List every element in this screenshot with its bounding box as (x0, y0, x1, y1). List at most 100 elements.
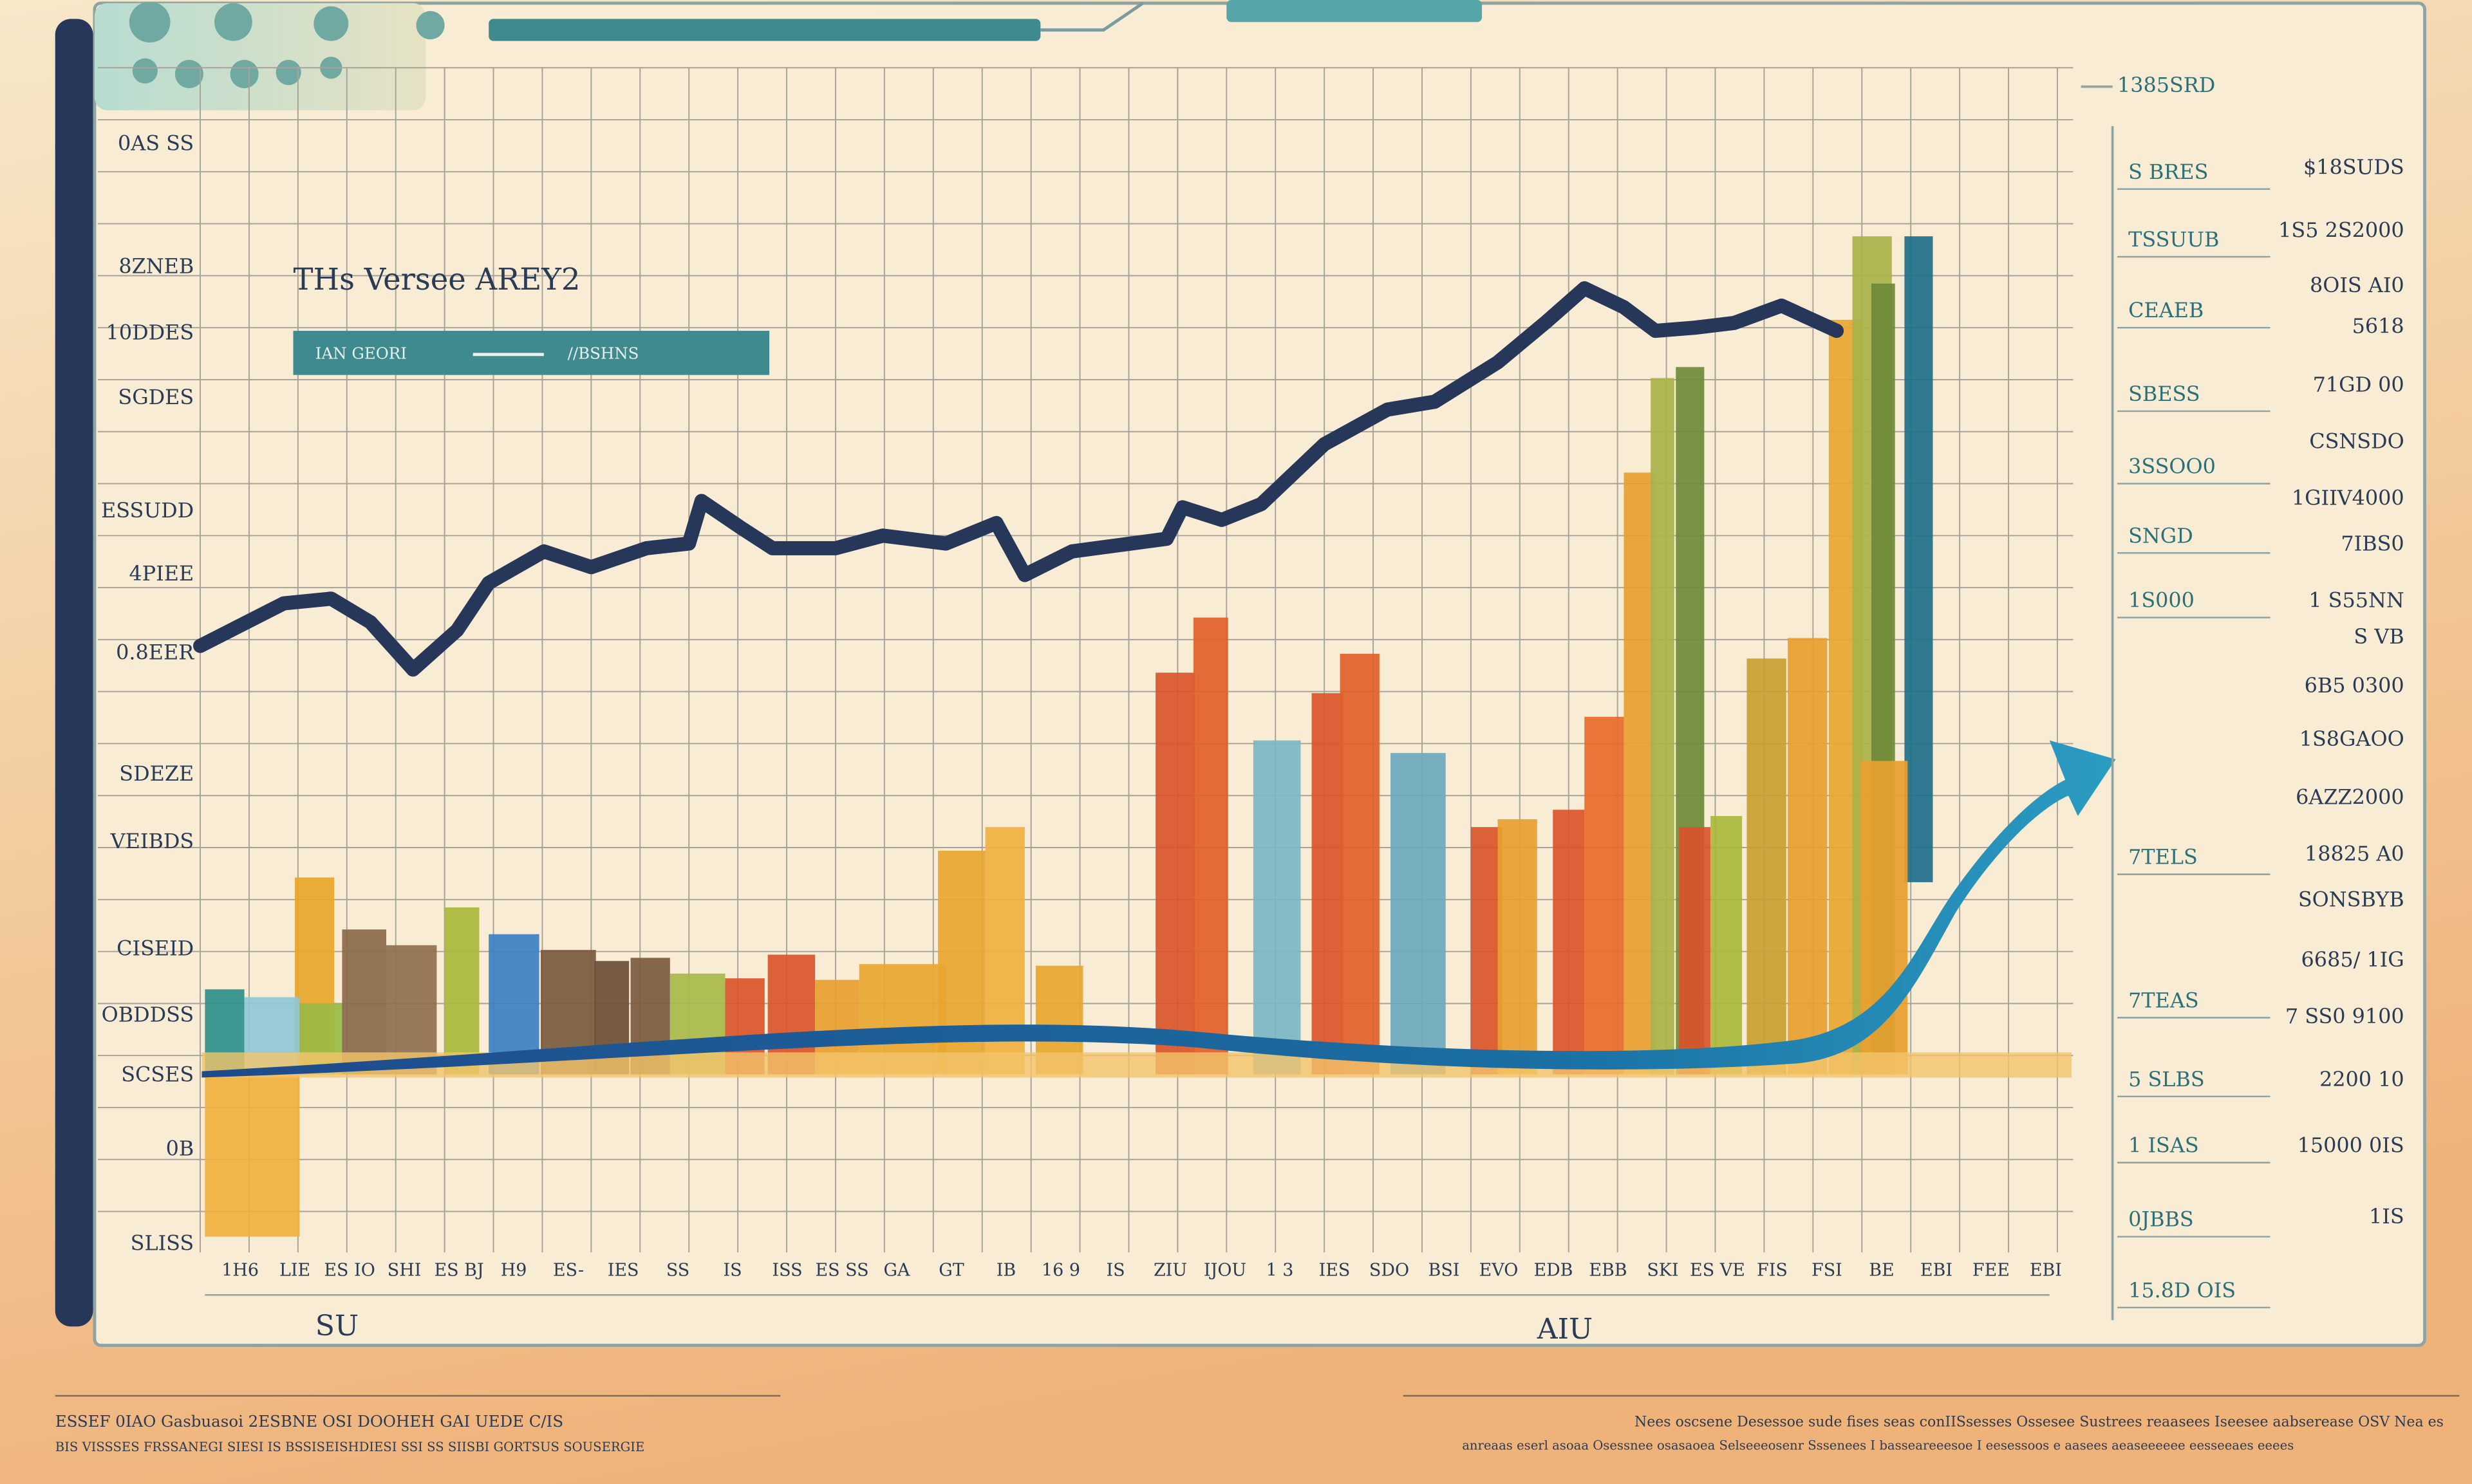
x-label: FEE (1972, 1261, 2010, 1281)
bar (1311, 693, 1344, 1075)
chart-title: THs Versee AREY2 (294, 262, 581, 297)
x-note: AIU (1537, 1313, 1593, 1346)
x-label: EBB (1589, 1261, 1627, 1281)
bar (1193, 617, 1228, 1075)
x-label: SHI (388, 1261, 422, 1281)
bar (1497, 819, 1537, 1075)
bar (1156, 672, 1195, 1075)
x-label: H9 (501, 1261, 527, 1281)
trend-line (193, 281, 1844, 677)
bar (1904, 236, 1933, 882)
bar (444, 907, 480, 1075)
panel-amount: 1S8GAOO (2299, 727, 2404, 751)
panel-code: 1S000 (2128, 588, 2195, 613)
x-label: EVO (1479, 1261, 1519, 1281)
x-label: ISS (772, 1261, 803, 1281)
panel-amount: 7IBS0 (2341, 532, 2404, 556)
footer-text: ESSEF 0IAO Gasbuasoi 2ESBNE OSI DOOHEH G… (55, 1412, 563, 1431)
x-label: EDB (1533, 1261, 1573, 1281)
x-label: FIS (1757, 1261, 1788, 1281)
panel-amount: 6685/ 1IG (2301, 947, 2404, 972)
x-label: SKI (1647, 1261, 1678, 1281)
panel-code: TSSUUB (2128, 227, 2219, 252)
grid (97, 67, 2074, 1253)
legend-label: //BSHNS (568, 344, 639, 362)
y-label: ESSUDD (101, 498, 194, 523)
x-label: ES IO (324, 1261, 375, 1281)
bar (1651, 378, 1674, 1075)
bar (1584, 716, 1624, 1075)
legend-label: IAN GEORI (315, 344, 407, 362)
y-label: 4PIEE (129, 561, 194, 586)
bar (1253, 740, 1301, 1075)
y-label: 10DDES (106, 320, 194, 344)
x-label: IJOU (1204, 1261, 1246, 1281)
top-tab (1226, 0, 1483, 23)
panel-amount: 15000 0IS (2298, 1133, 2404, 1158)
footer-text: BIS VISSSES FRSSANEGI SIESI IS BSSISEISH… (55, 1440, 645, 1454)
panel-amount: SONSBYB (2298, 887, 2404, 912)
panel-amount: 1GIIV4000 (2292, 486, 2404, 510)
x-label: 1 3 (1266, 1261, 1294, 1281)
y-label: CISEID (117, 936, 194, 961)
panel-top: 1385SRD (2117, 73, 2215, 97)
top-line (1040, 1, 1144, 32)
y-label: SGDES (118, 385, 194, 409)
bars (205, 236, 1933, 1237)
panel-amount: 6AZZ2000 (2296, 785, 2404, 810)
panel-amount: 6B5 0300 (2305, 673, 2404, 698)
top-bar (489, 19, 1041, 41)
x-label: FSI (1812, 1261, 1842, 1281)
x-label: ES BJ (434, 1261, 483, 1281)
y-label: 0.8EER (116, 640, 194, 664)
bar (1788, 638, 1828, 1075)
y-label: 0B (166, 1136, 194, 1161)
x-label: ES SS (815, 1261, 868, 1281)
panel-amount: 18825 A0 (2305, 842, 2404, 866)
y-label: SCSES (121, 1062, 194, 1086)
footer-text: anreaas eserl asoaa Osessnee osasaoea Se… (1462, 1438, 2294, 1453)
side-bar (55, 19, 93, 1327)
panel-code: 3SSOO0 (2128, 454, 2216, 479)
x-label: IB (997, 1261, 1016, 1281)
x-label: EBI (2030, 1261, 2062, 1281)
x-note: SU (315, 1310, 359, 1342)
panel-amount: S VB (2354, 624, 2404, 649)
panel-amount: 1 S55NN (2308, 588, 2404, 613)
bar (1679, 827, 1711, 1075)
bar (1710, 816, 1743, 1075)
x-label: LIE (279, 1261, 310, 1281)
y-label: OBDDSS (102, 1002, 194, 1026)
top-dots (129, 1, 445, 89)
panel-amount: CSNSDO (2309, 429, 2404, 453)
panel-code: CEAEB (2128, 298, 2204, 322)
bar (205, 1074, 300, 1237)
panel-code: 15.8D OIS (2128, 1278, 2236, 1303)
bar (1624, 472, 1656, 1075)
panel-code: S BRES (2128, 160, 2208, 184)
x-label: ZIU (1154, 1261, 1187, 1281)
x-label: 1H6 (221, 1261, 259, 1281)
legend-box (293, 331, 770, 375)
x-label: EBI (1920, 1261, 1952, 1281)
y-label: 0AS SS (118, 131, 194, 156)
panel-amount: $18SUDS (2303, 154, 2404, 179)
panel-code: 7TEAS (2128, 988, 2199, 1012)
bar (1390, 753, 1446, 1075)
footer-text: Nees oscsene Desessoe sude fises seas co… (1634, 1414, 2444, 1431)
x-label: SDO (1369, 1261, 1409, 1281)
y-label: VEIBDS (110, 829, 194, 853)
x-label: GT (939, 1261, 964, 1281)
panel-amount: 7 SS0 9100 (2285, 1004, 2404, 1028)
bar (1470, 827, 1503, 1075)
x-label: ES- (553, 1261, 584, 1281)
x-label: SS (666, 1261, 689, 1281)
x-label: ES VE (1690, 1261, 1745, 1281)
y-label: SLISS (131, 1230, 194, 1255)
x-label: IS (1106, 1261, 1125, 1281)
panel-amount: 8OIS AI0 (2310, 273, 2404, 297)
x-label: GA (884, 1261, 911, 1281)
x-label: IES (1319, 1261, 1351, 1281)
bar (1746, 658, 1786, 1075)
